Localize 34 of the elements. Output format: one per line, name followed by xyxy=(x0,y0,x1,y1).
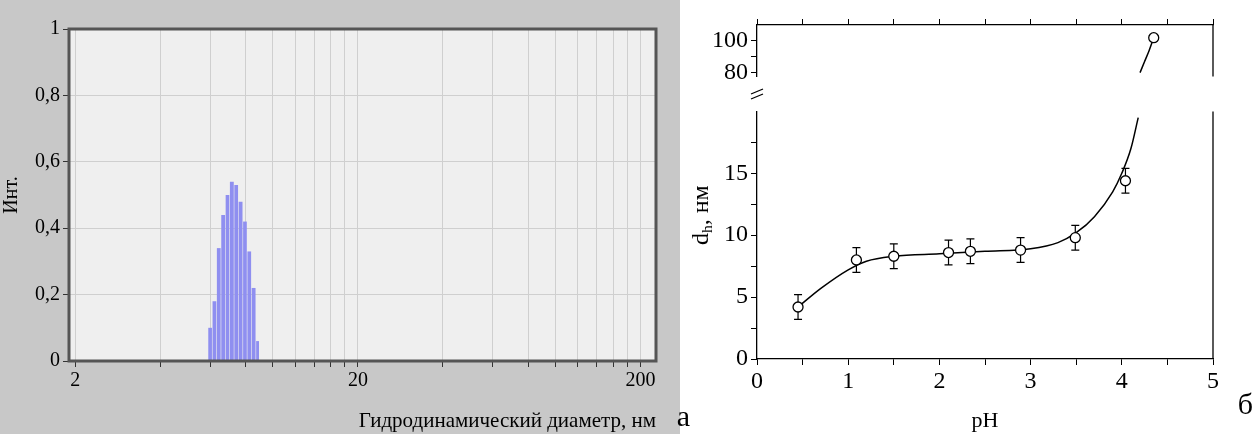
x-tick-label: 1 xyxy=(842,366,855,393)
x-tick-label: 200 xyxy=(625,368,656,391)
point xyxy=(888,250,900,262)
y-tick-label: 80 xyxy=(724,57,748,84)
x-tick-label: 3 xyxy=(1024,366,1037,393)
point xyxy=(1069,232,1081,244)
point xyxy=(850,254,863,266)
x-tick-label: 2 xyxy=(933,366,946,393)
y-tick-label: 15 xyxy=(724,158,748,185)
y-tick-label: 0,6 xyxy=(35,149,60,172)
y-tick-label: 0,8 xyxy=(35,82,60,105)
point xyxy=(1014,244,1027,256)
y-tick-label: 100 xyxy=(712,26,748,53)
text: б xyxy=(1237,387,1253,420)
x-tick-label: 2 xyxy=(70,368,81,391)
y-axis-title: dh, нм xyxy=(687,185,716,246)
x-tick-label: 20 xyxy=(347,368,368,391)
y-tick-label: 0,2 xyxy=(35,281,60,304)
point xyxy=(964,245,977,257)
y-tick-label: 0 xyxy=(50,348,60,371)
y-axis-title: Инт. xyxy=(0,176,22,214)
x-tick-label: 4 xyxy=(1115,366,1128,393)
point xyxy=(792,301,804,313)
x-axis-title: pH xyxy=(971,406,999,432)
point xyxy=(1119,175,1132,187)
y-tick-label: 0 xyxy=(736,344,748,371)
point xyxy=(942,246,955,259)
y-tick-label: 10 xyxy=(724,220,748,247)
y-tick-label: 5 xyxy=(736,282,748,309)
x-axis-title: Гидродинамический диаметр, нм xyxy=(358,407,656,432)
x-tick-label: 5 xyxy=(1207,366,1219,393)
text: а xyxy=(676,399,690,432)
y-tick-label: 0,4 xyxy=(35,215,60,238)
y-tick-label: 1 xyxy=(50,16,60,39)
